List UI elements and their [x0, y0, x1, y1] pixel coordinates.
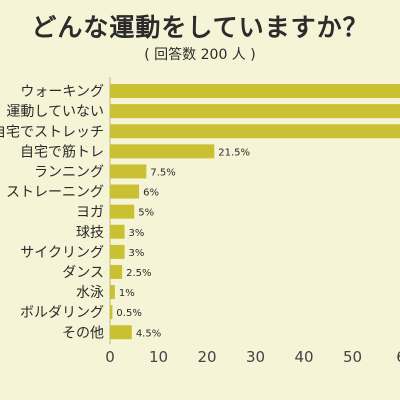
category-label: ランニング: [34, 164, 104, 180]
bar: [110, 325, 132, 340]
category-label: ボルダリング: [20, 305, 104, 321]
bar: [110, 164, 147, 179]
bar: [110, 144, 215, 159]
category-label: 球技: [76, 225, 104, 241]
x-tick-label: 30: [246, 348, 265, 366]
x-tick-label: 10: [149, 348, 168, 366]
x-tick-label: 6: [396, 348, 400, 366]
bar: [110, 124, 400, 139]
chart-title: どんな運動をしていますか？: [31, 13, 369, 42]
bar: [110, 104, 400, 119]
x-tick-label: 0: [105, 348, 115, 366]
category-label: ヨガ: [76, 205, 104, 221]
value-label: 0.5%: [116, 308, 141, 319]
bar: [110, 285, 115, 300]
value-label: 7.5%: [150, 167, 175, 178]
value-label: 21.5%: [218, 147, 250, 158]
category-label: 水泳: [76, 285, 104, 301]
category-label: その他: [62, 325, 104, 341]
category-label: ダンス: [62, 265, 104, 281]
bar: [110, 305, 113, 320]
value-label: 4.5%: [136, 328, 161, 339]
value-label: 2.5%: [126, 268, 151, 279]
category-label: ストレーニング: [6, 185, 104, 201]
x-tick-label: 50: [343, 348, 362, 366]
category-label: 自宅で筋トレ: [20, 143, 104, 160]
value-label: 6%: [143, 188, 159, 199]
x-tick-label: 20: [197, 348, 216, 366]
category-label: ウォーキング: [20, 84, 104, 100]
x-tick-label: 40: [294, 348, 313, 366]
chart-subtitle: ( 回答数 200 人 ): [144, 47, 256, 63]
value-label: 1%: [119, 288, 135, 299]
category-label: サイクリング: [20, 245, 104, 261]
bar: [110, 84, 400, 99]
value-label: 5%: [138, 208, 154, 219]
bar: [110, 184, 140, 199]
value-label: 3%: [129, 228, 145, 239]
bar: [110, 264, 123, 279]
bar: [110, 204, 135, 219]
bar: [110, 244, 125, 259]
value-label: 3%: [129, 248, 145, 259]
bar: [110, 224, 125, 239]
category-label: 運動していない: [6, 104, 104, 120]
category-label: 自宅でストレッチ: [0, 124, 104, 140]
